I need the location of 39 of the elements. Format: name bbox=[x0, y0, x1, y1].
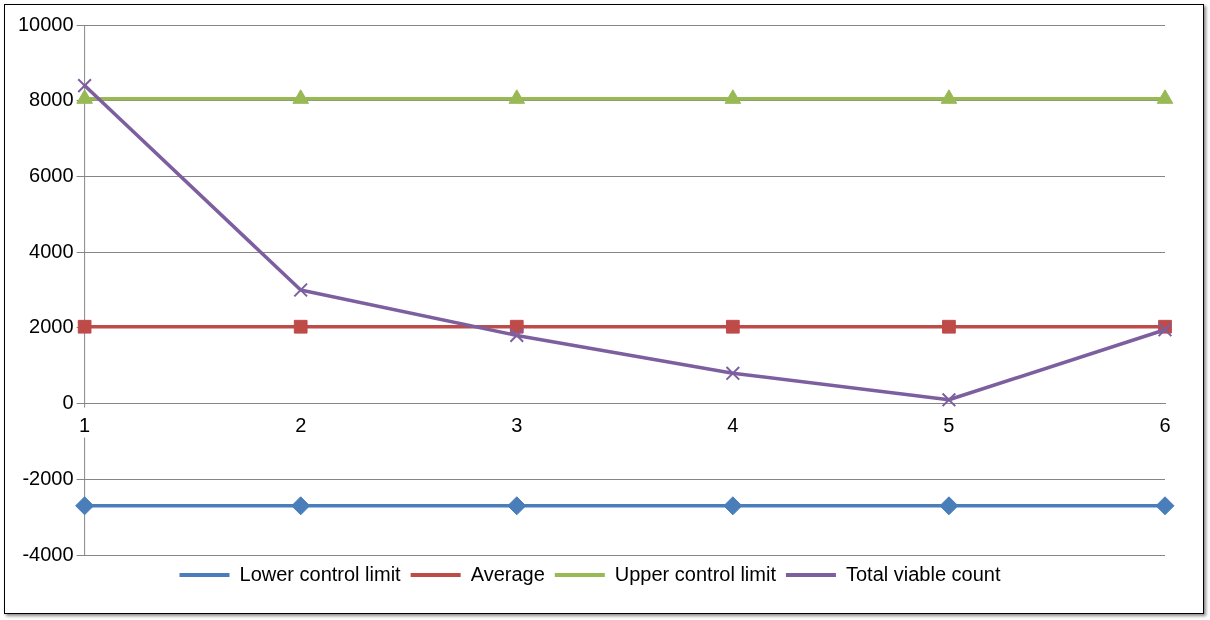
point bbox=[293, 282, 309, 298]
point bbox=[939, 496, 959, 516]
point bbox=[1157, 322, 1173, 338]
y-tick-label: -4000 bbox=[22, 542, 74, 565]
point bbox=[725, 319, 740, 334]
x-tick-label: 5 bbox=[943, 414, 955, 437]
point bbox=[75, 496, 95, 516]
point bbox=[940, 89, 958, 104]
point bbox=[1156, 89, 1174, 104]
x-tick-label: 2 bbox=[295, 414, 307, 437]
legend-label: Average bbox=[470, 562, 545, 585]
y-tick-label: 6000 bbox=[29, 163, 74, 186]
point bbox=[723, 496, 743, 516]
point bbox=[942, 319, 956, 334]
legend-label: Upper control limit bbox=[614, 562, 777, 585]
point bbox=[77, 319, 92, 334]
y-tick-label: -2000 bbox=[22, 466, 74, 489]
point bbox=[292, 89, 309, 104]
point bbox=[509, 328, 525, 343]
point bbox=[724, 89, 742, 104]
x-tick-label: 1 bbox=[79, 414, 91, 437]
legend-label: Lower control limit bbox=[239, 562, 402, 585]
legend-label: Total viable count bbox=[845, 562, 1001, 585]
point bbox=[1155, 496, 1175, 516]
x-tick-label: 6 bbox=[1159, 414, 1171, 437]
y-tick-label: 4000 bbox=[29, 239, 74, 262]
point bbox=[291, 496, 311, 516]
point bbox=[507, 496, 527, 516]
point bbox=[76, 89, 93, 104]
point bbox=[508, 89, 526, 104]
y-tick-label: 10000 bbox=[17, 12, 74, 35]
x-tick-label: 3 bbox=[511, 414, 523, 437]
point bbox=[941, 392, 957, 408]
point bbox=[725, 365, 741, 381]
point bbox=[293, 319, 308, 334]
y-tick-label: 2000 bbox=[29, 315, 74, 338]
y-tick-label: 8000 bbox=[29, 88, 74, 111]
x-tick-label: 4 bbox=[727, 414, 739, 437]
y-tick-label: 0 bbox=[62, 391, 74, 414]
